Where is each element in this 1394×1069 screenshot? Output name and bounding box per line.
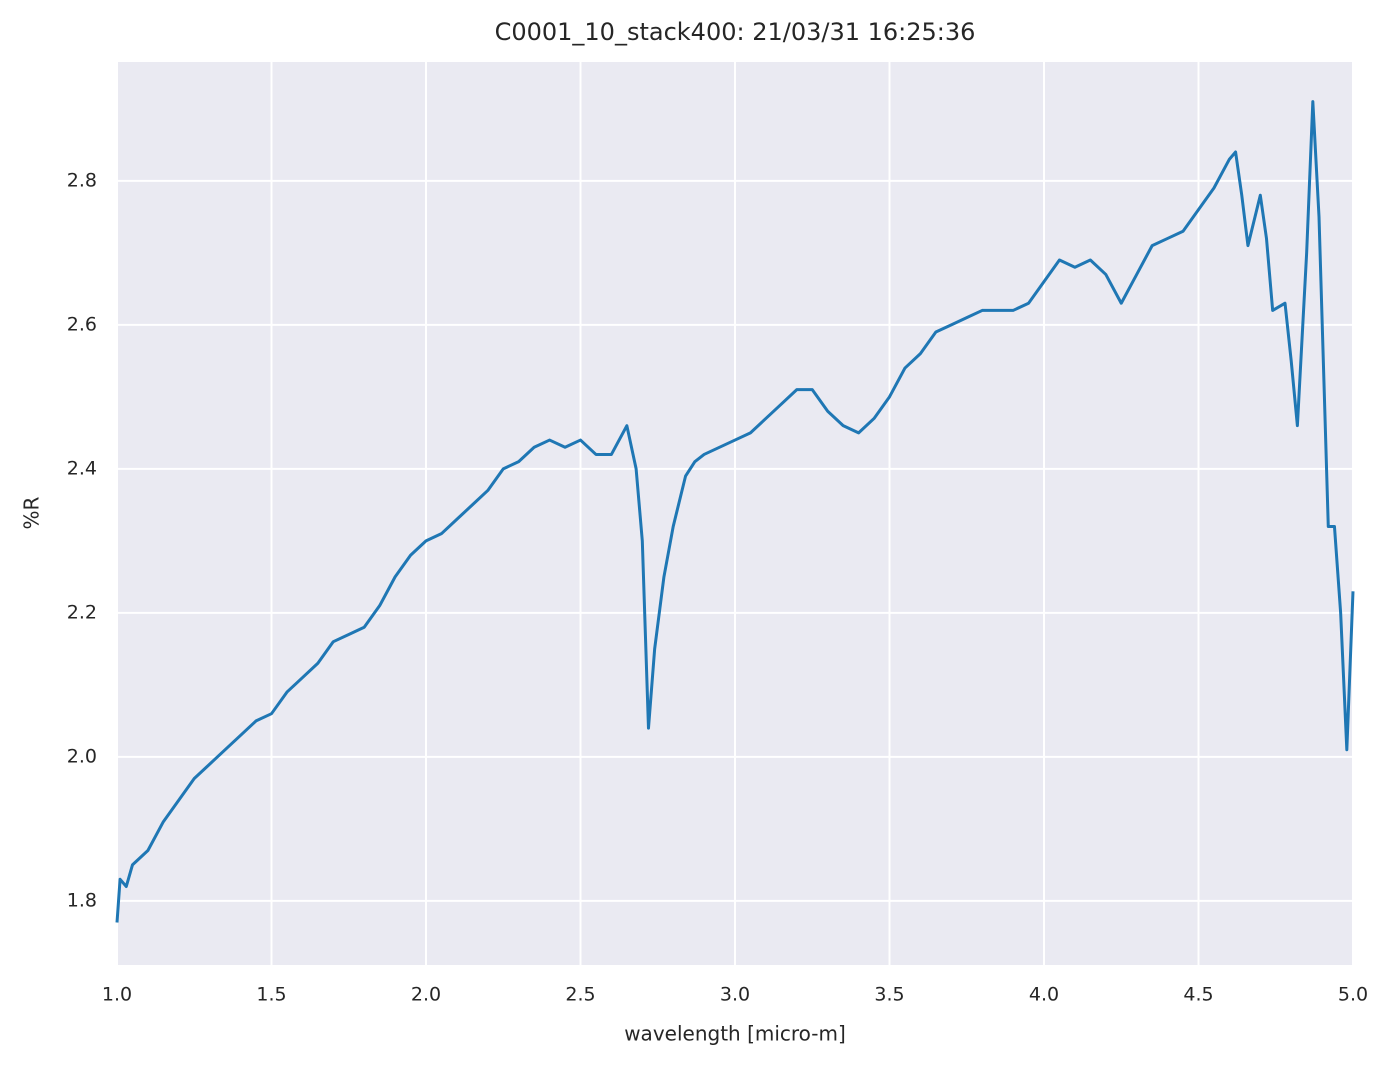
x-tick-label: 4.0: [1029, 984, 1059, 1006]
x-tick-label: 3.5: [874, 984, 904, 1006]
x-axis-label: wavelength [micro-m]: [624, 1022, 846, 1046]
data-line: [115, 100, 1355, 923]
x-tick-label: 1.5: [256, 984, 286, 1006]
x-tick-label: 5.0: [1338, 984, 1368, 1006]
y-tick-label: 1.8: [67, 889, 97, 911]
y-tick-label: 2.4: [67, 457, 97, 479]
y-tick-label: 2.6: [67, 313, 97, 335]
y-tick-label: 2.2: [67, 601, 97, 623]
x-tick-label: 2.0: [411, 984, 441, 1006]
x-tick-label: 2.5: [565, 984, 595, 1006]
chart-title: C0001_10_stack400: 21/03/31 16:25:36: [495, 18, 976, 46]
x-tick-label: 4.5: [1183, 984, 1213, 1006]
y-tick-label: 2.0: [67, 745, 97, 767]
x-tick-label: 3.0: [720, 984, 750, 1006]
y-tick-label: 2.8: [67, 169, 97, 191]
y-axis-label: %R: [20, 496, 44, 529]
x-tick-label: 1.0: [102, 984, 132, 1006]
